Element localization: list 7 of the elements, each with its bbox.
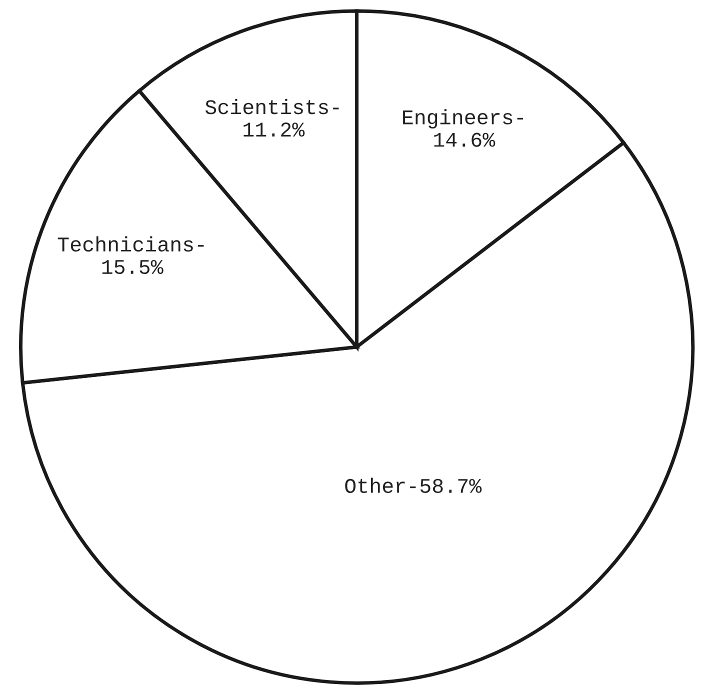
- data-label: 15.5%: [102, 260, 164, 274]
- data-label: 11.2%: [244, 122, 305, 137]
- slice-label: Engineers-: [403, 109, 523, 129]
- slice-label: Scientists-: [205, 98, 339, 114]
- slice-label: Other-58.7%: [345, 478, 482, 494]
- data-label: 14.6%: [434, 132, 496, 147]
- slice-label: Technicians-: [58, 236, 204, 252]
